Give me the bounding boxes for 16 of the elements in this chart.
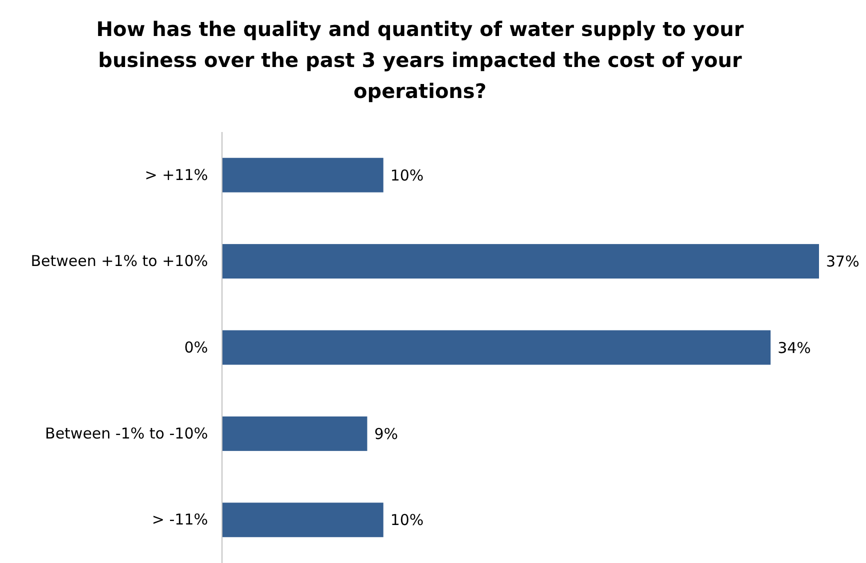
data-label: 10% [390, 166, 424, 184]
bar [222, 416, 368, 451]
y-tick-label: 0% [184, 338, 208, 356]
data-label: 9% [374, 424, 398, 443]
y-tick-label: Between -1% to -10% [45, 424, 208, 442]
bar [222, 158, 384, 192]
bar [222, 502, 384, 538]
data-label: 37% [826, 252, 860, 271]
data-label: 10% [390, 511, 424, 530]
y-tick-label: > +11% [144, 166, 208, 184]
bar [222, 244, 819, 279]
chart-title: How has the quality and quantity of water supply to your business over the past 3 years impacted the cost of your operations? [96, 17, 744, 103]
bar [222, 330, 771, 365]
y-tick-label: Between +1% to +10% [30, 252, 208, 270]
data-label: 34% [778, 338, 811, 357]
y-tick-label: > -11% [152, 510, 208, 529]
